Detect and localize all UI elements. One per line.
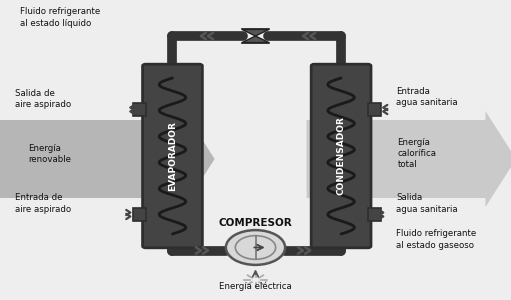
Text: al estado gaseoso: al estado gaseoso: [396, 241, 474, 250]
Text: agua sanitaria: agua sanitaria: [396, 205, 458, 214]
Text: al estado líquido: al estado líquido: [20, 20, 91, 28]
Text: Salida de: Salida de: [15, 88, 55, 98]
Polygon shape: [242, 36, 269, 43]
Polygon shape: [242, 29, 269, 36]
FancyBboxPatch shape: [143, 64, 202, 248]
Text: EVAPORADOR: EVAPORADOR: [168, 121, 177, 191]
Polygon shape: [307, 111, 511, 207]
Text: Salida: Salida: [396, 194, 422, 202]
Circle shape: [226, 230, 285, 265]
Text: agua sanitaria: agua sanitaria: [396, 98, 458, 107]
Bar: [133, 208, 146, 221]
Text: Entrada de: Entrada de: [15, 194, 63, 202]
Text: COMPRESOR: COMPRESOR: [219, 218, 292, 228]
Bar: [133, 103, 146, 116]
FancyBboxPatch shape: [311, 64, 371, 248]
Bar: [368, 103, 381, 116]
Polygon shape: [0, 111, 215, 207]
Text: Fluido refrigerante: Fluido refrigerante: [396, 230, 476, 238]
Text: aire aspirado: aire aspirado: [15, 205, 72, 214]
Text: Energía: Energía: [28, 144, 61, 153]
Bar: [368, 208, 381, 221]
Text: Energía eléctrica: Energía eléctrica: [219, 281, 292, 291]
Text: renovable: renovable: [28, 155, 71, 164]
Text: total: total: [398, 160, 417, 169]
Text: CONDENSADOR: CONDENSADOR: [337, 117, 345, 195]
Text: aire aspirado: aire aspirado: [15, 100, 72, 109]
Text: Fluido refrigerante: Fluido refrigerante: [20, 8, 101, 16]
Text: Energía: Energía: [398, 138, 430, 147]
Text: calorífica: calorífica: [398, 149, 436, 158]
Text: Entrada: Entrada: [396, 87, 430, 96]
